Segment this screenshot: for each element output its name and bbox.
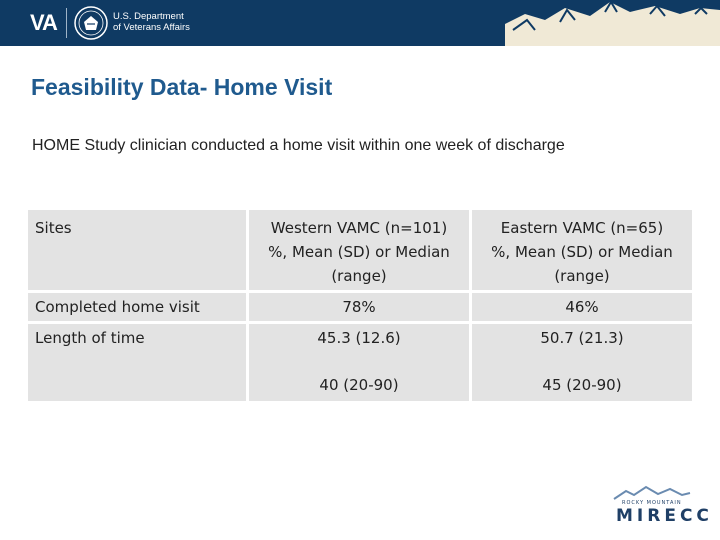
mirecc-logo-text: MIRECC [616, 506, 713, 526]
row-cell-completed-label [28, 293, 246, 321]
header-cell-eastern [472, 210, 692, 290]
header-eastern: Eastern VAMC (n=65) %, Mean (SD) or Medi… [472, 216, 692, 288]
header-eastern-line-1: Eastern VAMC (n=65) [500, 219, 664, 237]
va-seal-icon [74, 6, 108, 40]
header-eastern-line-3: (range) [554, 267, 610, 285]
row-value-length-western-median: 40 (20-90) [319, 376, 399, 394]
row-cell-completed-western [249, 293, 469, 321]
row-value-length-eastern-median: 45 (20-90) [542, 376, 622, 394]
header-cell-western [249, 210, 469, 290]
va-logo: VA [30, 10, 58, 35]
row-cell-length-western [249, 324, 469, 401]
row-label-length: Length of time [35, 329, 145, 347]
header-eastern-line-2: %, Mean (SD) or Median [491, 243, 673, 261]
header-cell-sites [28, 210, 246, 290]
header-sites: Sites [35, 219, 72, 237]
header-western-line-3: (range) [331, 267, 387, 285]
dept-line-2: of Veterans Affairs [113, 22, 190, 33]
row-value-completed-western: 78% [342, 298, 376, 316]
row-cell-length-eastern [472, 324, 692, 401]
header-western-line-1: Western VAMC (n=101) [270, 219, 448, 237]
row-value-completed-eastern: 46% [565, 298, 599, 316]
header-western: Western VAMC (n=101) %, Mean (SD) or Med… [249, 216, 469, 288]
logo-divider [66, 8, 67, 38]
header-banner: VA U.S. Department of Veterans Affairs [0, 0, 720, 46]
mirecc-logo-small-text: ROCKY MOUNTAIN [622, 500, 682, 506]
row-value-length-western-mean: 45.3 (12.6) [317, 329, 401, 347]
row-cell-length-label [28, 324, 246, 401]
slide-title: Feasibility Data- Home Visit [31, 74, 333, 100]
row-cell-completed-eastern [472, 293, 692, 321]
row-value-length-eastern-mean: 50.7 (21.3) [540, 329, 624, 347]
mountain-range-graphic [505, 0, 720, 46]
dept-line-1: U.S. Department [113, 11, 184, 22]
row-label-completed: Completed home visit [35, 298, 200, 316]
header-western-line-2: %, Mean (SD) or Median [268, 243, 450, 261]
slide-subtitle: HOME Study clinician conducted a home vi… [32, 137, 565, 154]
department-name: U.S. Department of Veterans Affairs [113, 11, 190, 33]
mirecc-mountain-icon [613, 485, 691, 500]
